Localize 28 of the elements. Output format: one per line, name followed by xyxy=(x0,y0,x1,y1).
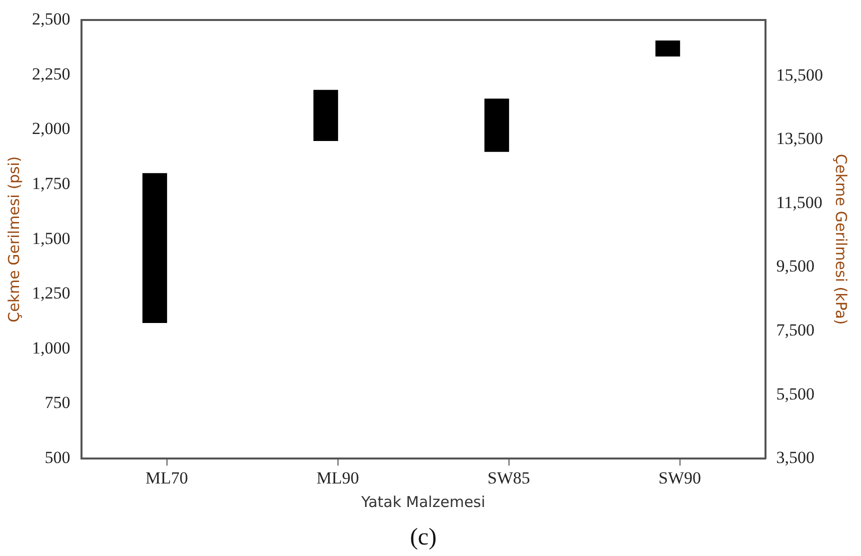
y-tick-label: 500 xyxy=(44,448,70,468)
y-tick-label: 1,500 xyxy=(32,228,70,248)
y-tick-label: 750 xyxy=(44,393,70,412)
y-tick-label: 2,500 xyxy=(32,9,70,28)
y2-tick-label: 7,500 xyxy=(776,320,814,340)
y-tick-label: 1,250 xyxy=(32,284,70,303)
text: (c) xyxy=(410,524,437,550)
y-tick-label: 2,000 xyxy=(32,119,70,138)
y-tick-label: 1,750 xyxy=(32,174,70,193)
bar xyxy=(655,40,680,57)
x-tick-label: ML90 xyxy=(316,468,359,488)
bar xyxy=(313,90,338,141)
bar xyxy=(484,98,510,152)
x-tick-label: SW85 xyxy=(488,468,530,488)
y2-axis-title: Çekme Gerilmesi (kPa) xyxy=(832,154,850,325)
y-tick-label: 1,000 xyxy=(32,338,70,358)
x-tick-label: SW90 xyxy=(658,468,701,488)
x-axis-title: Yatak Malzemesi xyxy=(360,492,486,511)
y2-tick-label: 15,500 xyxy=(776,65,823,84)
bar xyxy=(142,173,168,323)
y2-tick-label: 3,500 xyxy=(776,448,814,468)
y2-tick-label: 5,500 xyxy=(776,384,814,404)
x-tick-label: ML70 xyxy=(146,468,188,488)
y-tick-label: 2,250 xyxy=(32,64,70,84)
y-axis-title: Çekme Gerilmesi (psi) xyxy=(4,156,23,322)
y2-tick-label: 11,500 xyxy=(776,192,822,212)
y2-tick-label: 9,500 xyxy=(776,256,814,276)
y2-tick-label: 13,500 xyxy=(776,129,823,148)
